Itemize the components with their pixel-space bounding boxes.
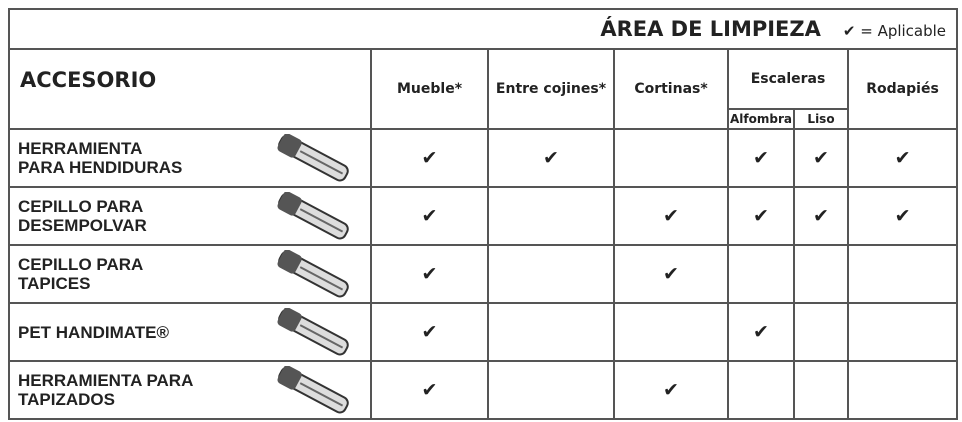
check-cell: ✔ bbox=[613, 186, 729, 246]
column-subheader: Alfombra bbox=[727, 108, 795, 130]
header-row: ACCESORIO Mueble* Entre cojines* Cortina… bbox=[8, 48, 959, 130]
subheader-row: Alfombra Liso bbox=[9, 108, 957, 130]
check-cell bbox=[613, 302, 729, 362]
column-header: Mueble* bbox=[370, 48, 489, 130]
check-mark: ✔ bbox=[663, 263, 679, 285]
check-cell bbox=[727, 360, 795, 420]
check-cell: ✔ bbox=[487, 128, 615, 188]
check-cell: ✔ bbox=[727, 302, 795, 362]
title: ÁREA DE LIMPIEZA bbox=[600, 17, 821, 41]
check-cell: ✔ bbox=[370, 302, 489, 362]
accessory-row: HERRAMIENTA PARA TAPIZADOS ✔ ✔ bbox=[8, 360, 959, 420]
accessory-name: HERRAMIENTA PARA TAPIZADOS bbox=[8, 360, 372, 420]
legend: ✔ = Aplicable bbox=[842, 22, 947, 40]
check-cell bbox=[793, 360, 849, 420]
column-header: Escaleras bbox=[727, 48, 849, 110]
check-mark: ✔ bbox=[894, 205, 911, 227]
check-cell: ✔ bbox=[370, 360, 489, 420]
check-mark: ✔ bbox=[663, 379, 679, 401]
column-subheader: Liso bbox=[793, 108, 849, 130]
accessory-name: PET HANDIMATE® bbox=[8, 302, 372, 362]
check-cell bbox=[793, 244, 849, 304]
compatibility-table: ÁREA DE LIMPIEZA ✔ = Aplicable ACCESORIO … bbox=[7, 8, 959, 420]
check-cell: ✔ bbox=[727, 128, 795, 188]
check-cell bbox=[793, 302, 849, 362]
accessory-name: CEPILLO PARA DESEMPOLVAR bbox=[8, 186, 372, 246]
accessory-icon bbox=[277, 366, 349, 414]
accessory-header: ACCESORIO bbox=[8, 48, 372, 130]
column-header: Rodapiés bbox=[846, 48, 959, 130]
check-cell: ✔ bbox=[370, 244, 489, 304]
check-cell: ✔ bbox=[793, 186, 849, 246]
column-header: Cortinas* bbox=[613, 48, 729, 130]
accessory-icon bbox=[277, 192, 349, 240]
check-mark: ✔ bbox=[421, 321, 438, 343]
check-mark: ✔ bbox=[421, 147, 438, 169]
check-cell bbox=[846, 244, 959, 304]
title-row: ÁREA DE LIMPIEZA ✔ = Aplicable bbox=[7, 8, 959, 50]
check-mark: ✔ bbox=[753, 147, 769, 169]
check-cell bbox=[727, 244, 795, 304]
check-cell: ✔ bbox=[613, 244, 729, 304]
accessory-label: CEPILLO PARA TAPICES bbox=[18, 255, 144, 293]
accessory-name: HERRAMIENTA PARA HENDIDURAS bbox=[8, 128, 372, 188]
accessory-icon bbox=[277, 308, 349, 356]
check-cell: ✔ bbox=[846, 186, 959, 246]
accessory-row: CEPILLO PARA TAPICES ✔ ✔ bbox=[8, 244, 959, 304]
accessory-name: CEPILLO PARA TAPICES bbox=[8, 244, 372, 304]
check-cell bbox=[487, 186, 615, 246]
check-mark: ✔ bbox=[753, 205, 769, 227]
accessory-row: HERRAMIENTA PARA HENDIDURAS ✔ ✔ ✔ ✔ ✔ bbox=[8, 128, 959, 188]
check-mark: ✔ bbox=[753, 321, 769, 343]
check-mark: ✔ bbox=[663, 205, 679, 227]
check-mark: ✔ bbox=[543, 147, 559, 169]
accessory-icon bbox=[277, 250, 349, 298]
check-cell bbox=[846, 360, 959, 420]
check-cell bbox=[487, 360, 615, 420]
check-cell bbox=[846, 302, 959, 362]
accessory-row: PET HANDIMATE® ✔ ✔ bbox=[8, 302, 959, 362]
check-cell: ✔ bbox=[727, 186, 795, 246]
check-mark: ✔ bbox=[421, 379, 438, 401]
column-header: Entre cojines* bbox=[487, 48, 615, 130]
accessory-label: PET HANDIMATE® bbox=[18, 322, 170, 342]
check-cell bbox=[487, 244, 615, 304]
check-mark: ✔ bbox=[421, 205, 438, 227]
check-mark: ✔ bbox=[813, 205, 829, 227]
check-cell bbox=[487, 302, 615, 362]
accessory-label: HERRAMIENTA PARA HENDIDURAS bbox=[18, 139, 183, 177]
check-cell bbox=[613, 128, 729, 188]
check-cell: ✔ bbox=[613, 360, 729, 420]
accessory-row: CEPILLO PARA DESEMPOLVAR ✔ ✔ ✔ ✔ ✔ bbox=[8, 186, 959, 246]
check-cell: ✔ bbox=[846, 128, 959, 188]
check-cell: ✔ bbox=[370, 128, 489, 188]
check-mark: ✔ bbox=[894, 147, 911, 169]
accessory-label: HERRAMIENTA PARA TAPIZADOS bbox=[18, 371, 194, 409]
check-mark: ✔ bbox=[813, 147, 829, 169]
accessory-icon bbox=[277, 134, 349, 182]
accessory-label: CEPILLO PARA DESEMPOLVAR bbox=[18, 197, 147, 235]
check-cell: ✔ bbox=[370, 186, 489, 246]
title-cell: ÁREA DE LIMPIEZA ✔ = Aplicable bbox=[7, 8, 959, 50]
check-mark: ✔ bbox=[421, 263, 438, 285]
check-cell: ✔ bbox=[793, 128, 849, 188]
